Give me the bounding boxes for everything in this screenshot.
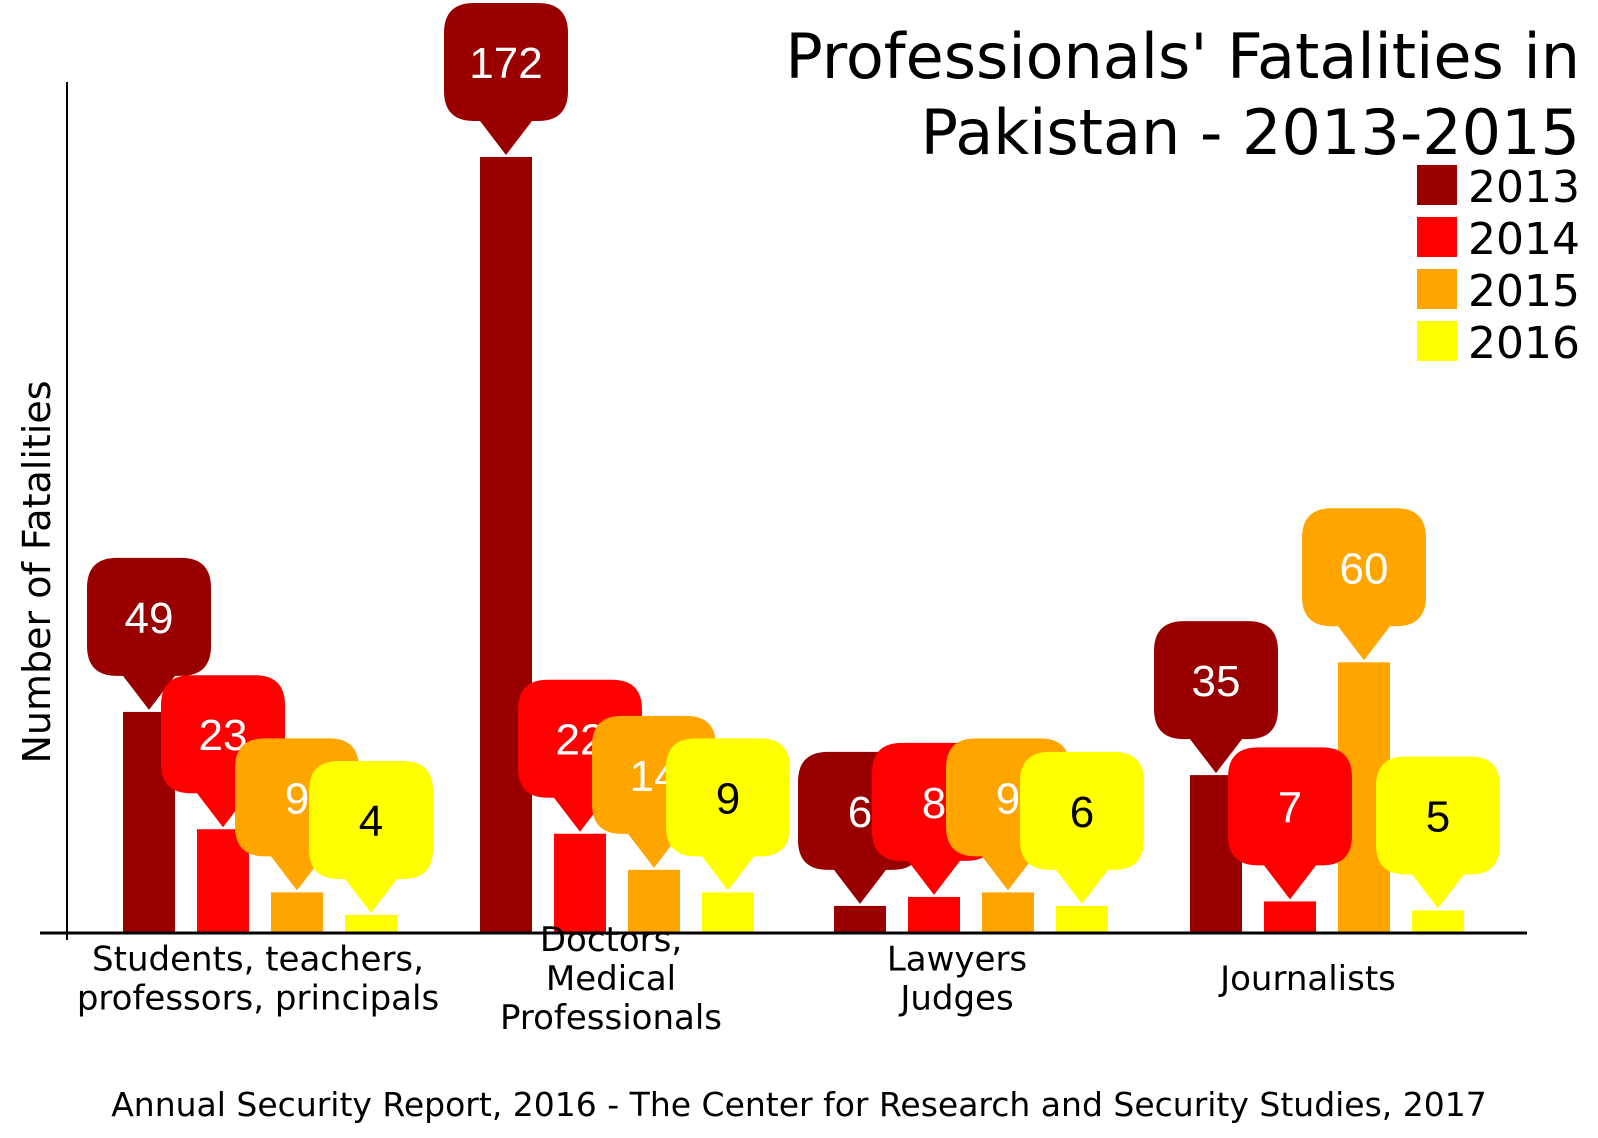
legend-label-2014: 2014 — [1468, 214, 1580, 265]
callout-value: 9 — [996, 774, 1020, 823]
category-label-1: professors, principals — [77, 979, 439, 1019]
callout-bubble — [444, 3, 568, 155]
category-labels: Students, teachers,professors, principal… — [77, 920, 1396, 1038]
legend-label-2015: 2015 — [1468, 266, 1580, 317]
data-label-2013-cat1: 49 — [87, 557, 211, 710]
callout-value: 5 — [1426, 792, 1450, 841]
chart-title-line-1: Professionals' Fatalities in — [785, 20, 1580, 93]
legend-swatch-2015 — [1417, 269, 1457, 309]
callout-value: 6 — [848, 788, 872, 837]
bar-2015-cat2 — [628, 869, 680, 933]
legend-swatch-2013 — [1417, 165, 1457, 205]
category-label-4: Journalists — [1218, 959, 1396, 999]
bar-2014-cat1 — [197, 829, 249, 933]
bar-2013-cat3 — [834, 905, 886, 933]
data-label-2013-cat2: 172 — [444, 3, 568, 155]
category-label-3: Lawyers — [887, 940, 1027, 980]
callout-value: 9 — [716, 774, 740, 823]
data-label-2016-cat1: 4 — [309, 760, 433, 913]
bar-2013-cat2 — [480, 157, 532, 933]
callout-bubble — [87, 557, 211, 710]
callout-bubble — [666, 738, 790, 891]
callout-value: 9 — [285, 774, 309, 823]
data-label-2016-cat3: 6 — [1020, 751, 1144, 904]
legend-label-2016: 2016 — [1468, 318, 1580, 369]
category-label-3: Judges — [898, 979, 1013, 1019]
data-label-2015-cat4: 60 — [1302, 508, 1426, 661]
callout-value: 6 — [1070, 788, 1094, 837]
data-label-2013-cat4: 35 — [1154, 621, 1278, 774]
legend-label-2013: 2013 — [1468, 162, 1580, 213]
callout-bubble — [1228, 747, 1352, 900]
legend-swatch-2014 — [1417, 217, 1457, 257]
callout-bubble — [1376, 756, 1500, 909]
bar-2016-cat3 — [1056, 905, 1108, 933]
bar-2015-cat1 — [271, 892, 323, 933]
callout-bubble — [309, 760, 433, 913]
bar-2016-cat1 — [345, 914, 397, 933]
bar-2015-cat3 — [982, 892, 1034, 933]
callout-value: 4 — [359, 797, 383, 846]
data-label-2016-cat4: 5 — [1376, 756, 1500, 909]
category-label-1: Students, teachers, — [92, 940, 424, 980]
chart-title-line-2: Pakistan - 2013-2015 — [921, 96, 1580, 169]
callout-value: 49 — [125, 594, 174, 643]
callout-value: 7 — [1278, 783, 1302, 832]
callout-value: 8 — [922, 779, 946, 828]
callout-bubble — [1154, 621, 1278, 774]
category-label-2: Professionals — [500, 998, 722, 1038]
category-label-2: Doctors, — [540, 920, 682, 960]
callout-value: 60 — [1340, 544, 1389, 593]
legend-swatch-2016 — [1417, 321, 1457, 361]
bar-2014-cat3 — [908, 896, 960, 933]
y-axis-label: Number of Fatalities — [15, 380, 59, 763]
data-label-2014-cat4: 7 — [1228, 747, 1352, 900]
callout-bubble — [1302, 508, 1426, 661]
callout-value: 172 — [469, 39, 542, 88]
data-label-2016-cat2: 9 — [666, 738, 790, 891]
category-label-2: Medical — [546, 959, 676, 999]
bar-2016-cat4 — [1412, 910, 1464, 933]
source-note: Annual Security Report, 2016 - The Cente… — [111, 1085, 1487, 1124]
bar-2014-cat4 — [1264, 901, 1316, 933]
callout-value: 35 — [1192, 657, 1241, 706]
bar-2014-cat2 — [554, 833, 606, 933]
bar-2016-cat2 — [702, 892, 754, 933]
callout-bubble — [1020, 751, 1144, 904]
